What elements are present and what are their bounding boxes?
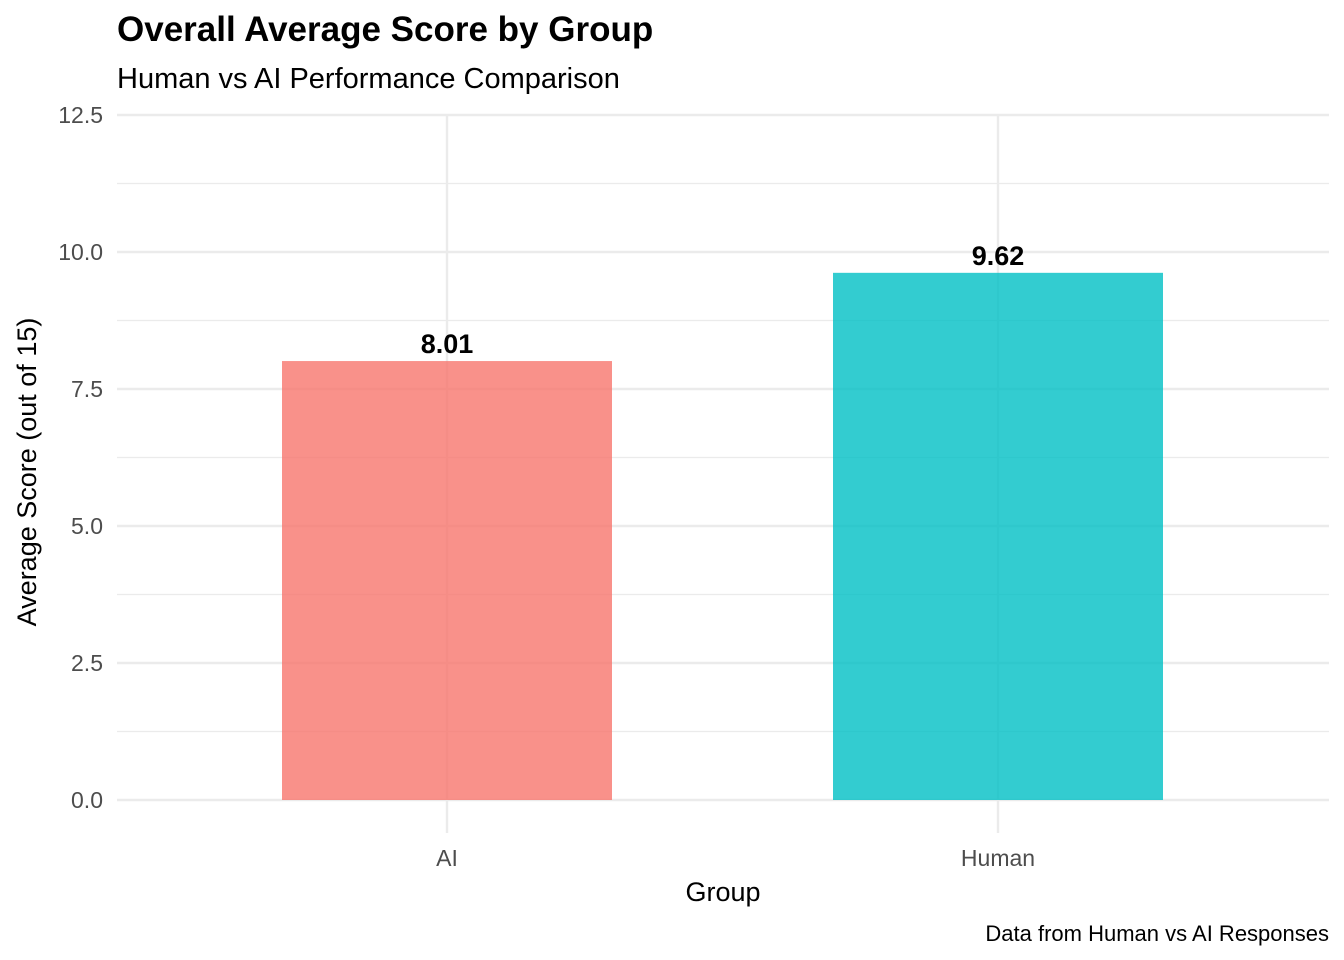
bars xyxy=(282,272,1163,801)
bar-human xyxy=(833,272,1163,801)
y-tick-label: 10.0 xyxy=(58,239,103,265)
bar-value-label: 8.01 xyxy=(421,329,474,359)
y-axis-title: Average Score (out of 15) xyxy=(12,318,42,627)
y-axis-tick-labels: 0.0 2.5 5.0 7.5 10.0 12.5 xyxy=(58,102,103,813)
x-tick-label: AI xyxy=(436,845,458,871)
x-tick-label: Human xyxy=(961,845,1035,871)
bar-value-labels: 8.01 9.62 xyxy=(421,241,1025,359)
x-axis-title: Group xyxy=(685,877,760,907)
bar-ai xyxy=(282,361,612,800)
y-tick-label: 7.5 xyxy=(71,376,103,402)
y-tick-label: 12.5 xyxy=(58,102,103,128)
y-tick-label: 2.5 xyxy=(71,650,103,676)
x-axis-tick-labels: AI Human xyxy=(436,845,1035,871)
chart-title: Overall Average Score by Group xyxy=(117,10,653,49)
y-tick-label: 5.0 xyxy=(71,513,103,539)
chart-subtitle: Human vs AI Performance Comparison xyxy=(117,63,620,95)
y-tick-label: 0.0 xyxy=(71,787,103,813)
bar-value-label: 9.62 xyxy=(972,241,1025,271)
chart-caption: Data from Human vs AI Responses xyxy=(985,921,1329,946)
